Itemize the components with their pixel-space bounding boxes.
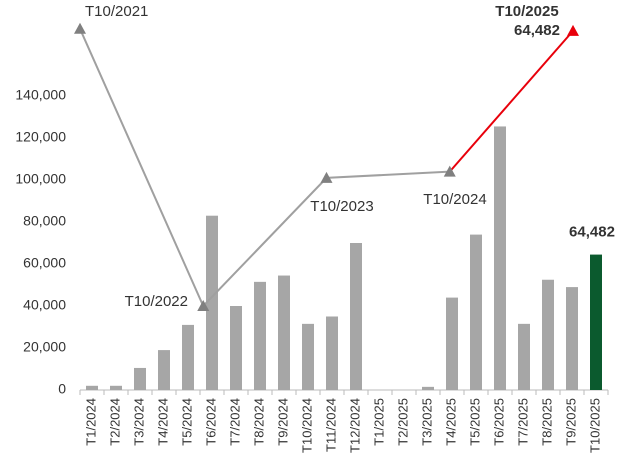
x-tick-label: T1/2024 (83, 398, 98, 446)
y-tick-label: 100,000 (15, 171, 66, 187)
line (79, 28, 450, 308)
y-tick-label: 40,000 (23, 297, 66, 313)
x-tick-label: T9/2024 (275, 398, 290, 446)
bar (302, 323, 314, 390)
line-label: T10/2023 (310, 198, 373, 215)
y-tick-label: 0 (58, 381, 66, 397)
x-tick-label: T5/2025 (467, 398, 482, 446)
line-label: T10/2025 (495, 3, 558, 20)
line-label: T10/2022 (125, 293, 188, 310)
bar (206, 215, 218, 390)
x-tick-label: T4/2025 (443, 398, 458, 446)
x-tick-label: T8/2024 (251, 398, 266, 446)
bar (134, 367, 146, 390)
y-tick-label: 80,000 (23, 213, 66, 229)
y-tick-label: 20,000 (23, 339, 66, 355)
bar (494, 126, 506, 390)
bar (86, 385, 98, 390)
marker (197, 300, 210, 311)
x-tick-label: T8/2025 (539, 398, 554, 446)
x-tick-label: T6/2024 (203, 398, 218, 446)
line-highlight (448, 30, 574, 173)
x-tick-label: T3/2024 (131, 398, 146, 446)
bar (542, 279, 554, 390)
bar (254, 281, 266, 390)
bar (446, 297, 458, 390)
x-tick-label: T12/2024 (347, 398, 362, 453)
bar (158, 350, 170, 390)
line-label: T10/2024 (423, 191, 486, 208)
x-tick-label: T2/2024 (107, 398, 122, 446)
y-tick-label: 60,000 (23, 255, 66, 271)
bar (422, 386, 434, 390)
x-tick-label: T4/2024 (155, 398, 170, 446)
bar (326, 316, 338, 390)
bar (590, 254, 602, 390)
x-tick-label: T3/2025 (419, 398, 434, 446)
bar (566, 287, 578, 390)
marker (320, 171, 333, 183)
x-tick-label: T10/2025 (587, 398, 602, 453)
x-tick-label: T7/2025 (515, 398, 530, 446)
bar (110, 385, 122, 390)
marker (74, 22, 86, 34)
y-tick-label: 140,000 (15, 87, 66, 103)
data-label: 64,482 (569, 224, 615, 241)
bar (182, 324, 194, 390)
bar (230, 306, 242, 390)
bar (278, 275, 290, 390)
bar (518, 323, 530, 390)
line-label: T10/2021 (85, 3, 148, 20)
annotation: 64,482 (514, 22, 560, 39)
bar (470, 234, 482, 390)
bar (350, 243, 362, 390)
x-tick-label: T1/2025 (371, 398, 386, 446)
y-tick-label: 120,000 (15, 129, 66, 145)
x-tick-label: T6/2025 (491, 398, 506, 446)
x-tick-label: T10/2024 (299, 398, 314, 453)
x-tick-label: T11/2024 (323, 398, 338, 452)
x-tick-label: T5/2024 (179, 398, 194, 446)
x-tick-label: T7/2024 (227, 398, 242, 446)
marker (567, 24, 579, 36)
x-tick-label: T9/2025 (563, 398, 578, 446)
x-tick-label: T2/2025 (395, 398, 410, 446)
marker (443, 165, 456, 177)
